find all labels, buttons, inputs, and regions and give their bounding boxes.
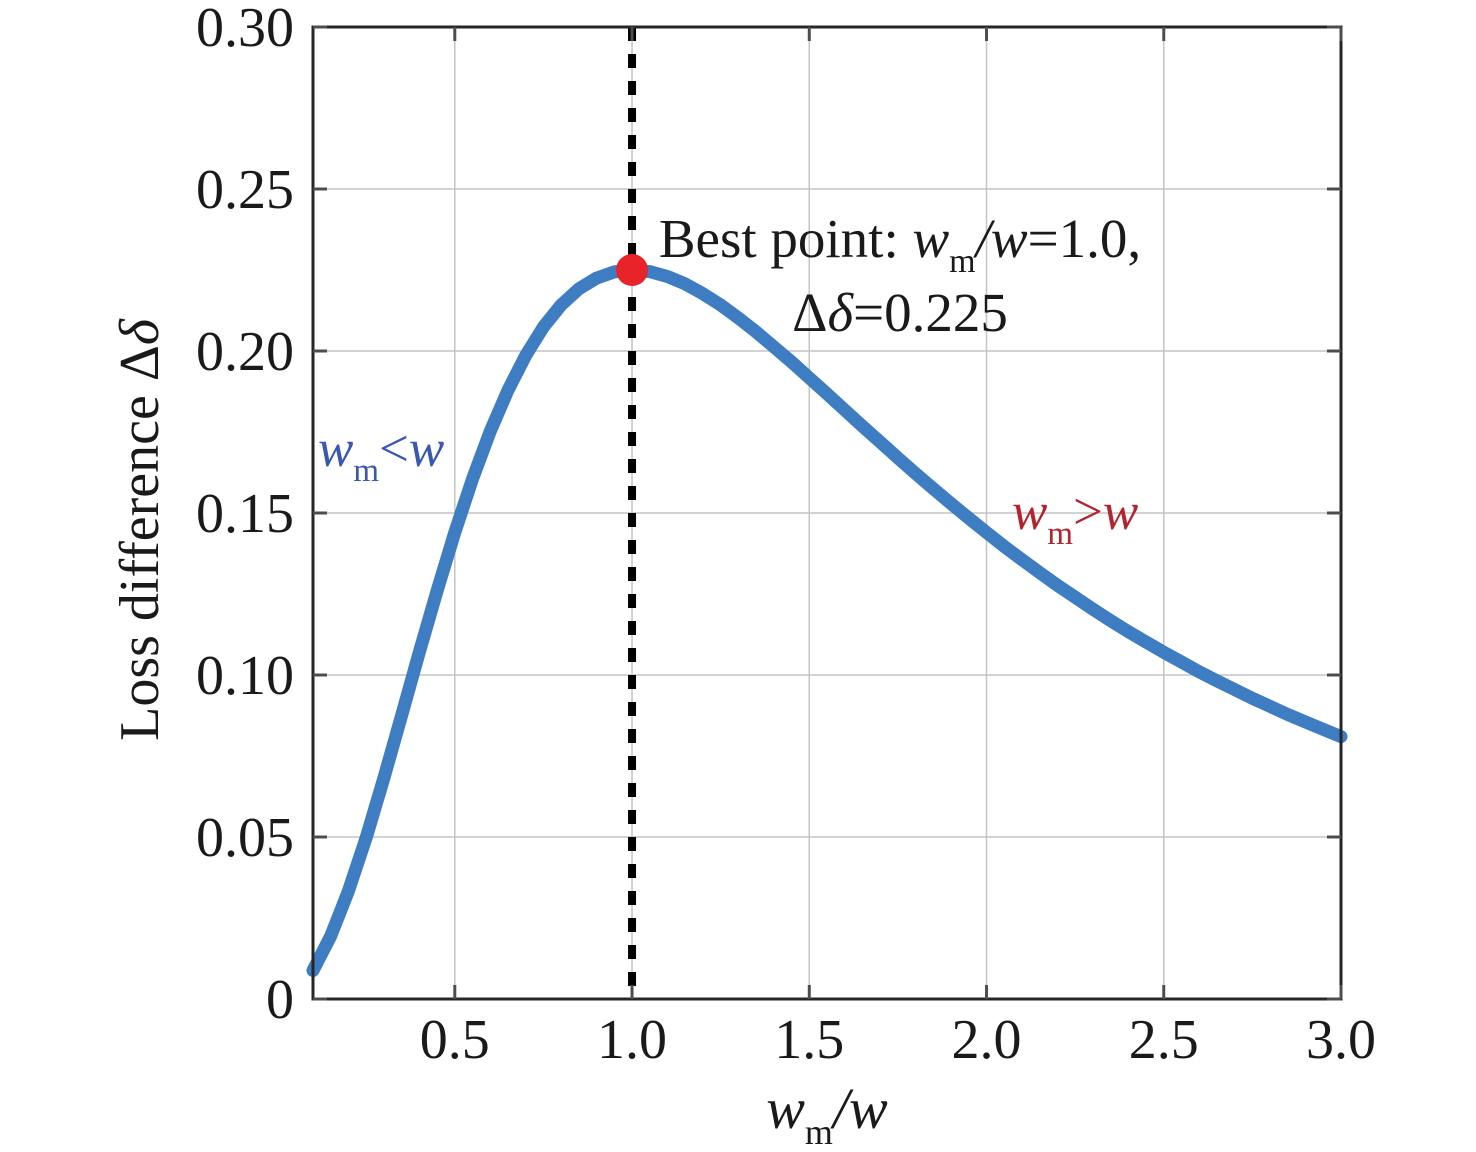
math-token: w bbox=[1012, 483, 1047, 541]
math-token: /w bbox=[973, 208, 1028, 269]
math-token: w bbox=[1103, 483, 1138, 541]
math-token: < bbox=[379, 420, 409, 478]
math-subscript: m bbox=[1047, 516, 1073, 552]
math-token: /w bbox=[830, 1076, 888, 1141]
loss-difference-curve bbox=[306, 263, 1348, 977]
math-token: w bbox=[912, 208, 949, 269]
x-tick-label: 2.0 bbox=[952, 1009, 1022, 1071]
math-token: Best point: bbox=[659, 208, 913, 269]
math-token: w bbox=[318, 420, 353, 478]
math-token: w bbox=[766, 1076, 805, 1141]
math-token: w bbox=[409, 420, 444, 478]
y-tick-label: 0.20 bbox=[196, 321, 294, 383]
math-token: > bbox=[1073, 483, 1103, 541]
y-axis-label: Loss difference Δδ bbox=[109, 318, 171, 741]
y-tick-label: 0.25 bbox=[196, 159, 294, 221]
x-tick-label: 1.5 bbox=[774, 1009, 844, 1071]
y-tick-label: 0.10 bbox=[196, 645, 294, 707]
y-tick-label: 0.30 bbox=[196, 0, 294, 59]
x-tick-label: 2.5 bbox=[1129, 1009, 1199, 1071]
series-layer bbox=[306, 263, 1348, 977]
math-token: Δ bbox=[792, 282, 827, 343]
math-token: Loss difference Δ bbox=[109, 345, 171, 741]
math-subscript: m bbox=[949, 243, 975, 280]
x-tick-label: 3.0 bbox=[1306, 1009, 1376, 1071]
math-subscript: m bbox=[353, 453, 379, 489]
math-token: =0.225 bbox=[853, 282, 1008, 343]
math-subscript: m bbox=[805, 1112, 833, 1152]
y-tick-label: 0.05 bbox=[196, 807, 294, 869]
math-token: δ bbox=[109, 318, 171, 345]
best-point-annotation-line: Δδ=0.225 bbox=[792, 282, 1008, 343]
math-token: δ bbox=[828, 282, 855, 343]
y-tick-label: 0.15 bbox=[196, 483, 294, 545]
x-tick-label: 0.5 bbox=[420, 1009, 490, 1071]
axes-box-layer bbox=[311, 25, 1343, 1001]
y-tick-label: 0 bbox=[266, 969, 294, 1031]
best-point-marker bbox=[616, 254, 649, 286]
marker-layer bbox=[616, 254, 649, 286]
x-tick-label: 1.0 bbox=[597, 1009, 667, 1071]
x-axis-label: wm/w bbox=[766, 1076, 888, 1152]
tick-label-layer: 0.5 1.0 1.5 2.0 2.5 3.0 0 0.05 0.10 0.15 0.20 0.25 0… bbox=[196, 0, 1376, 1071]
best-point-annotation-line: Best point: wm/w=1.0, bbox=[659, 208, 1141, 280]
region-label-wm-greater-than-w: wm>w bbox=[1012, 483, 1138, 552]
region-label-wm-less-than-w: wm<w bbox=[318, 420, 444, 489]
math-token: =1.0, bbox=[1028, 208, 1142, 269]
